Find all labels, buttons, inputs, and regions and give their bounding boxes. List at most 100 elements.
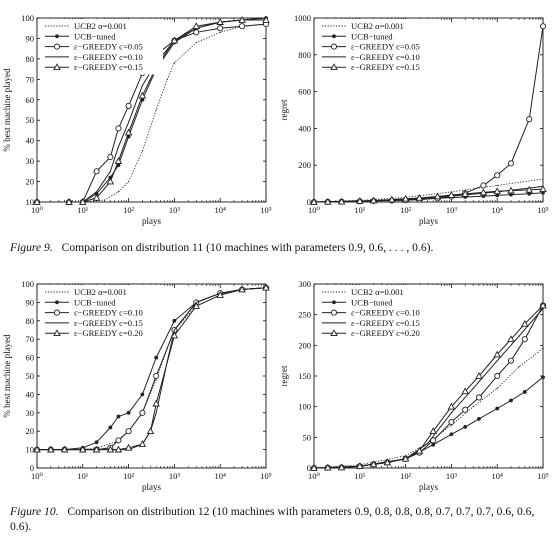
chart-best-machine-fig10: 0 10 20 30 40 50 60 70 80 90 100 10⁰ 10¹ 10² 10³ 10⁴ 10⁵… (2, 279, 272, 492)
data-point (431, 442, 436, 447)
data-point (475, 372, 483, 379)
data-point (219, 31, 221, 33)
x-tick-label: 10³ (169, 471, 181, 481)
y-tick-label: 40 (26, 389, 35, 399)
data-point (496, 387, 498, 389)
series-line (313, 376, 544, 469)
data-point (193, 29, 200, 36)
data-point (117, 191, 120, 193)
data-point (114, 445, 123, 453)
legend-marker (53, 309, 61, 316)
y-tick-label: 100 (21, 13, 34, 23)
data-point (450, 412, 452, 414)
data-point (493, 350, 501, 358)
data-point (172, 318, 177, 323)
x-tick-label: 10⁰ (31, 471, 44, 481)
data-point (449, 432, 454, 437)
data-point (117, 146, 120, 148)
series-line (313, 348, 544, 469)
data-point (192, 302, 201, 309)
series-4 (310, 185, 547, 205)
legend-marker (53, 63, 61, 71)
x-tick-label: 10¹ (77, 205, 89, 215)
y-tick-label: 0 (30, 463, 34, 473)
legend-label: UCB2 α=0.001 (74, 287, 127, 297)
data-point (92, 445, 101, 453)
data-point (507, 160, 515, 167)
legend-label: UCB−tuned (74, 31, 116, 41)
chart-regret-fig10: 0 50 100 150 200 250 300 10⁰ 10¹ 10² 10³ 10⁴ 10⁵ play… (279, 279, 549, 492)
data-point (539, 23, 547, 30)
x-axis-label: plays (142, 216, 161, 226)
y-tick-label: 0 (307, 463, 311, 473)
legend-label: ε−GREEDY c=0.10 (351, 308, 420, 318)
x-tick-label: 10¹ (77, 471, 89, 481)
data-point (430, 437, 437, 444)
data-point (463, 425, 468, 429)
y-tick-label: 80 (26, 54, 35, 64)
data-point (33, 445, 41, 453)
legend-label: UCB−tuned (351, 297, 393, 307)
x-tick-label: 10⁴ (214, 471, 226, 481)
x-tick-label: 10¹ (354, 205, 366, 215)
data-point (217, 25, 224, 32)
data-point (472, 406, 474, 408)
data-point (170, 36, 179, 44)
data-point (494, 172, 501, 179)
y-axis-label: regret (279, 365, 289, 386)
figure9-caption: Figure 9. Comparison on distribution 11 … (10, 240, 550, 255)
y-tick-label: 60 (26, 353, 35, 363)
y-tick-label: 20 (26, 177, 35, 187)
data-point (383, 458, 392, 466)
y-axis-label: regret (279, 99, 289, 120)
data-point (170, 331, 179, 339)
data-point (115, 125, 122, 132)
y-tick-label: 200 (298, 340, 311, 350)
data-point (116, 414, 121, 419)
data-point (195, 41, 197, 44)
data-point (146, 427, 155, 435)
data-point (461, 189, 469, 197)
data-point (47, 445, 55, 453)
legend-marker (53, 43, 61, 50)
series-line (37, 287, 267, 451)
legend-marker (332, 300, 336, 305)
legend-marker (55, 34, 59, 39)
legend-label: UCB−tuned (74, 297, 116, 307)
series-4 (33, 283, 270, 453)
x-tick-label: 10² (400, 471, 412, 481)
data-point (65, 198, 73, 205)
series-line (313, 305, 544, 469)
x-tick-label: 10⁴ (491, 471, 503, 481)
x-tick-label: 10⁴ (491, 205, 503, 215)
data-point (128, 180, 130, 183)
y-tick-label: 50 (303, 432, 312, 442)
data-point (262, 283, 270, 291)
x-tick-label: 10⁰ (31, 205, 44, 215)
data-point (509, 192, 513, 197)
data-point (141, 84, 143, 87)
data-point (138, 91, 147, 99)
series-line (313, 188, 544, 203)
y-tick-label: 150 (298, 371, 311, 381)
data-point (124, 128, 133, 136)
data-point (356, 462, 364, 470)
data-point (401, 454, 410, 462)
y-tick-label: 90 (26, 33, 35, 43)
data-point (324, 463, 332, 471)
y-tick-label: 200 (298, 160, 311, 170)
series-line (37, 23, 267, 203)
data-point (106, 445, 115, 453)
figure10-label: Figure 10. (10, 505, 59, 518)
data-point (475, 394, 483, 401)
x-tick-label: 10⁵ (537, 205, 549, 215)
y-tick-label: 70 (26, 74, 35, 84)
data-point (93, 168, 100, 175)
data-point (337, 197, 346, 205)
y-tick-label: 20 (26, 426, 35, 436)
data-point (527, 191, 532, 196)
data-point (472, 387, 474, 389)
y-tick-label: 10 (26, 197, 35, 207)
x-axis-label: plays (419, 216, 438, 226)
data-point (495, 406, 500, 411)
